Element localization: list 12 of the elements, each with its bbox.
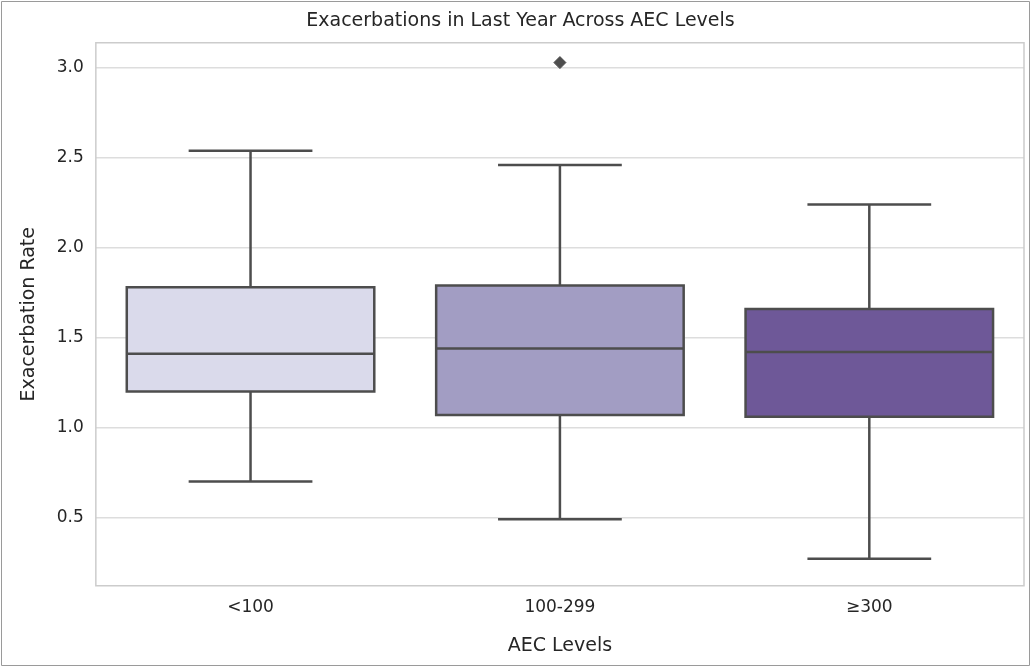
chart-title: Exacerbations in Last Year Across AEC Levels bbox=[306, 8, 735, 31]
x-tick-label: <100 bbox=[227, 596, 274, 617]
x-axis-title: AEC Levels bbox=[507, 632, 613, 655]
y-tick-label: 3.0 bbox=[56, 56, 84, 77]
y-tick-label: 1.0 bbox=[56, 416, 84, 436]
y-tick-label: 0.5 bbox=[56, 505, 84, 526]
y-tick-label: 1.5 bbox=[56, 326, 84, 347]
x-tick-label: 100-299 bbox=[524, 596, 596, 617]
y-axis-title: Exacerbation Rate bbox=[16, 227, 39, 402]
y-tick-label: 2.5 bbox=[56, 146, 84, 167]
y-tick-label: 2.0 bbox=[56, 236, 84, 257]
x-tick-label: ≥300 bbox=[845, 596, 893, 617]
